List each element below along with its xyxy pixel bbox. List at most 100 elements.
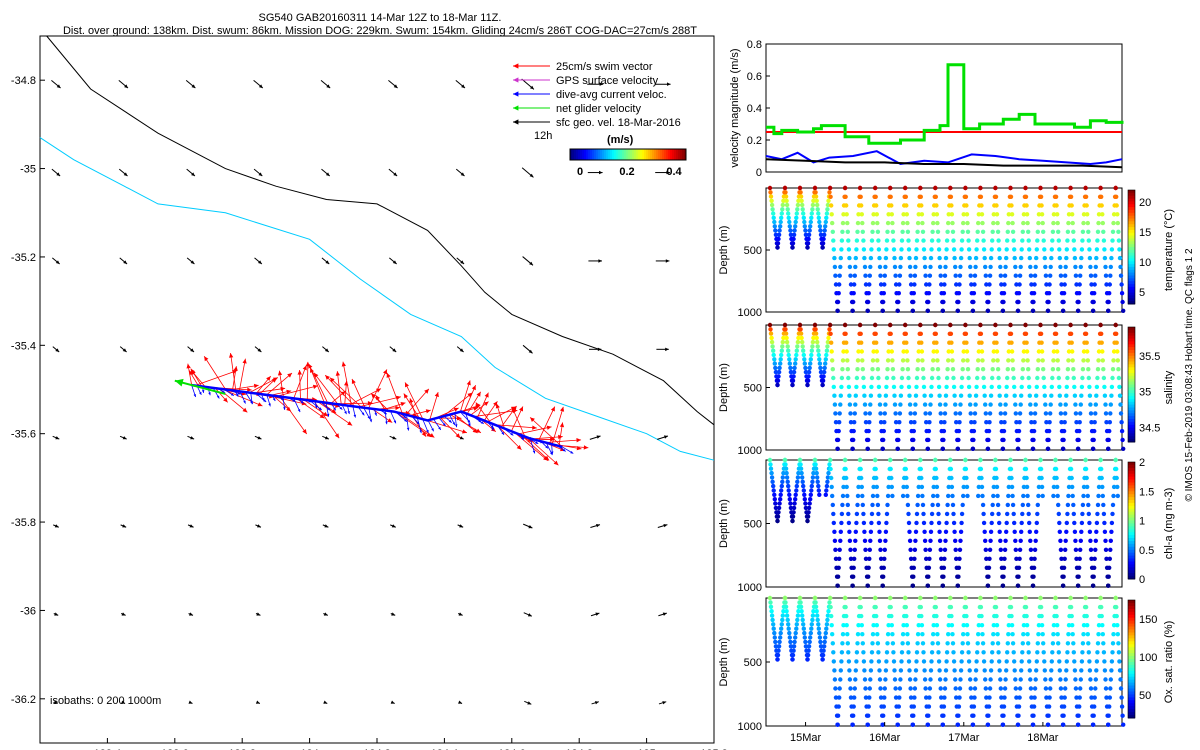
chla-point: [798, 462, 803, 467]
chla-point: [1107, 565, 1112, 570]
temperature-point: [1081, 220, 1086, 226]
temperature-point: [973, 255, 979, 261]
chla-colorbar-swatch: [1128, 532, 1135, 536]
current-vector-head: [535, 441, 539, 444]
chla-point: [931, 484, 936, 490]
oxygen-point: [794, 626, 799, 631]
oxygen-point: [805, 657, 810, 662]
chla-point: [871, 484, 876, 490]
temperature-point: [1092, 282, 1097, 287]
salinity-point: [813, 331, 819, 336]
salinity-colorbar-swatch: [1128, 433, 1135, 437]
temperature-point: [1046, 291, 1052, 296]
salinity-point: [1065, 375, 1070, 381]
chla-colorbar-swatch: [1128, 517, 1135, 521]
temperature-point: [1042, 247, 1047, 252]
chla-point: [986, 574, 991, 579]
sfc-geo-vector-head: [460, 172, 465, 176]
temperature-point: [949, 212, 955, 217]
chla-point: [1053, 457, 1058, 463]
salinity-point: [1108, 411, 1113, 416]
salinity-point: [1107, 420, 1113, 425]
temperature-point: [1096, 220, 1101, 226]
swim-vector-head: [396, 395, 401, 400]
temperature-point: [806, 232, 812, 237]
chla-point: [1085, 493, 1091, 499]
temperature-point: [860, 220, 865, 226]
temperature-ylabel: Depth (m): [718, 226, 730, 275]
salinity-point: [1010, 367, 1016, 372]
temperature-point: [920, 220, 925, 226]
oxygen-point: [1019, 659, 1024, 664]
chla-point: [852, 547, 857, 552]
oxygen-point: [1103, 677, 1108, 682]
oxygen-point: [1008, 604, 1014, 610]
salinity-point: [795, 339, 801, 345]
oxygen-point: [959, 659, 964, 664]
salinity-point: [826, 335, 831, 341]
salinity-point: [953, 411, 958, 416]
oxygen-point: [860, 641, 865, 646]
chla-point: [832, 538, 838, 543]
temperature-colorbar-swatch: [1128, 295, 1135, 299]
temperature-colorbar-swatch: [1128, 235, 1135, 239]
chla-point: [948, 466, 954, 472]
chla-colorbar-tick: 1: [1139, 516, 1145, 528]
salinity-point: [1049, 393, 1054, 398]
chla-point: [772, 492, 777, 497]
salinity-point: [914, 384, 919, 390]
salinity-point: [996, 375, 1001, 381]
oxygen-point: [1028, 686, 1034, 691]
temperature-point: [875, 229, 881, 234]
oxygen-point: [1045, 722, 1051, 727]
swim-vector-head: [323, 411, 328, 417]
oxygen-point: [912, 695, 917, 700]
salinity-point: [990, 375, 995, 381]
temperature-colorbar-tick: 5: [1139, 287, 1145, 299]
salinity-point: [1089, 420, 1094, 425]
swim-vector: [276, 385, 318, 397]
oxygen-point: [1017, 695, 1022, 700]
sfc-geo-vector-head: [392, 436, 397, 440]
salinity-point: [823, 361, 828, 366]
date-tick-label: 15Mar: [790, 732, 822, 744]
salinity-point: [1005, 375, 1010, 381]
salinity-point: [772, 361, 777, 366]
chla-point: [770, 479, 775, 484]
swim-vector-head: [476, 391, 481, 397]
salinity-point: [1086, 375, 1092, 381]
salinity-point: [817, 357, 822, 362]
oxygen-point: [1100, 632, 1106, 637]
chla-point: [941, 574, 946, 579]
chla-point: [1107, 556, 1113, 561]
oxygen-point: [881, 704, 886, 709]
oxygen-point: [906, 659, 912, 664]
temperature-point: [795, 202, 801, 208]
oxygen-point: [806, 644, 812, 649]
salinity-point: [1087, 384, 1092, 390]
temperature-point: [907, 255, 912, 261]
temperature-point: [995, 220, 1000, 226]
temperature-point: [921, 238, 926, 243]
salinity-point: [973, 402, 978, 407]
chla-point: [1110, 511, 1115, 517]
current-vector-head: [263, 399, 267, 402]
chla-point: [1074, 556, 1079, 561]
oxygen-point: [845, 632, 850, 637]
temperature-point: [1057, 255, 1063, 261]
oxygen-point: [942, 686, 948, 691]
oxygen-point: [1026, 650, 1031, 655]
chla-point: [859, 475, 864, 481]
chla-point: [933, 466, 938, 472]
salinity-colorbar-swatch: [1128, 335, 1135, 339]
chla-point: [796, 470, 801, 476]
salinity-point: [972, 420, 977, 425]
salinity-point: [1021, 349, 1027, 354]
x-tick-label: 134.2: [363, 748, 391, 750]
chla-point: [935, 493, 940, 499]
oxygen-point: [840, 641, 845, 646]
chla-colorbar-swatch: [1128, 508, 1135, 513]
temperature-point: [783, 194, 789, 199]
sfc-geo-vector-head: [258, 84, 263, 89]
chla-point: [779, 488, 784, 493]
